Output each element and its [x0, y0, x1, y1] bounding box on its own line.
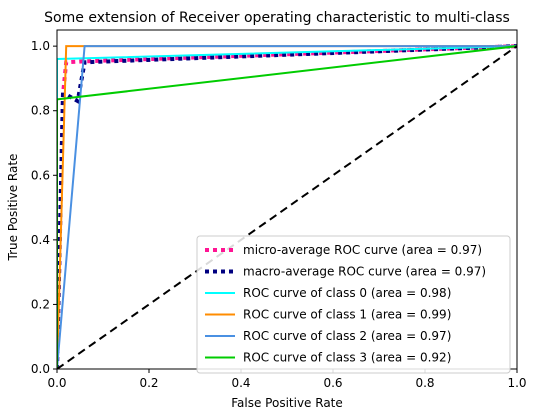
- x-tick-label: 0.8: [415, 376, 434, 390]
- x-tick-label: 1.0: [507, 376, 526, 390]
- legend-entry: micro-average ROC curve (area = 0.97): [243, 243, 482, 257]
- y-tick-label: 1.0: [31, 39, 50, 53]
- legend-entry: ROC curve of class 2 (area = 0.97): [243, 329, 451, 343]
- x-axis-label: False Positive Rate: [231, 396, 343, 410]
- x-tick-label: 0.2: [139, 376, 158, 390]
- x-tick-label: 0.0: [47, 376, 66, 390]
- series-line-4: [57, 45, 517, 369]
- y-tick-label: 0.4: [31, 233, 50, 247]
- legend-entry: ROC curve of class 3 (area = 0.92): [243, 351, 451, 365]
- y-axis-label: True Positive Rate: [6, 154, 20, 262]
- series-line-5: [57, 45, 517, 369]
- series-line-6: [57, 45, 517, 369]
- chart-title: Some extension of Receiver operating cha…: [44, 10, 510, 26]
- x-tick-label: 0.4: [231, 376, 250, 390]
- legend-entry: macro-average ROC curve (area = 0.97): [243, 265, 486, 279]
- legend-box: [196, 235, 511, 374]
- plot-area: 0.0 0.2 0.4 0.6 0.8 1.0 0.0 0.2 0.4 0.6 0.8 1.0 micr…: [31, 29, 527, 390]
- y-tick-label: 0.8: [31, 104, 50, 118]
- series-line-2: [57, 45, 517, 369]
- y-tick-label: 0.2: [31, 297, 50, 311]
- legend-entry: ROC curve of class 1 (area = 0.99): [243, 308, 451, 322]
- y-tick-label: 0.0: [31, 362, 50, 376]
- legend-entry: ROC curve of class 0 (area = 0.98): [243, 286, 451, 300]
- x-tick-label: 0.6: [323, 376, 342, 390]
- series-group: [57, 44, 517, 369]
- series-line-1: [57, 44, 517, 369]
- y-tick-label: 0.6: [31, 168, 50, 182]
- legend: micro-average ROC curve (area = 0.97) mac…: [196, 235, 511, 374]
